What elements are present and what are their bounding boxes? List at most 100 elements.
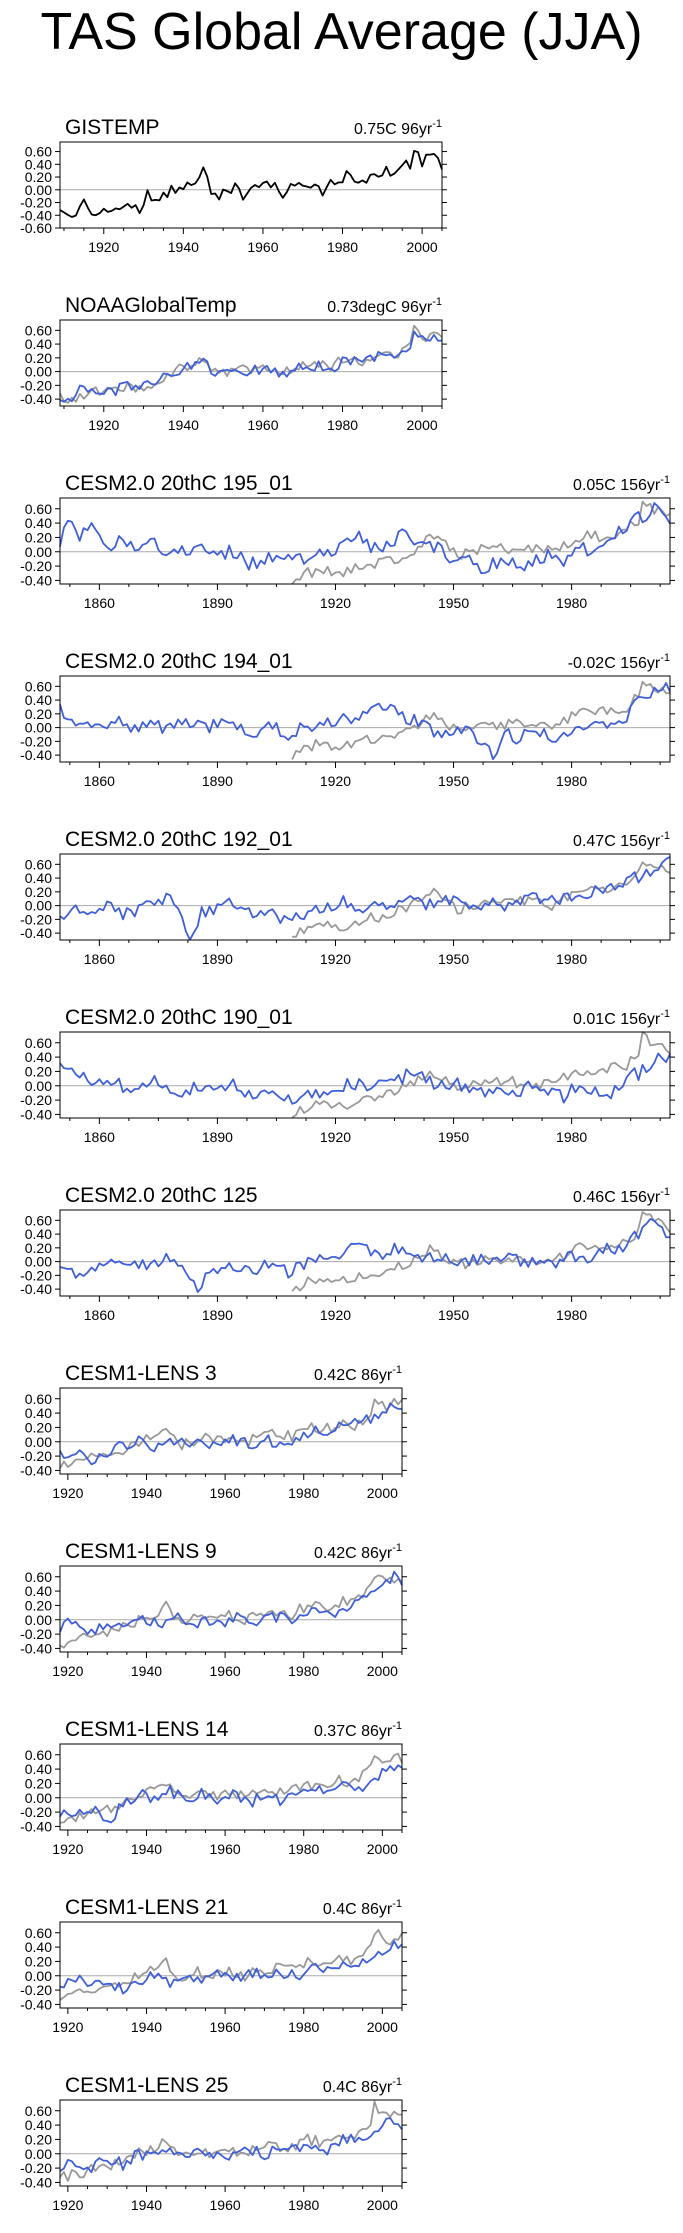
x-tick-label: 1920 (52, 2197, 83, 2213)
y-tick-label: 0.20 (25, 884, 52, 900)
chart-svg: NOAAGlobalTemp 0.73degC 96yr-1 0.600.400.2… (20, 294, 447, 433)
plot-frame (59, 1387, 403, 1475)
chart-panel: CESM1-LENS 25 0.4C 86yr-1 0.60 0.40 0.20 0.00… (0, 2056, 683, 2233)
x-tick-label: 1920 (52, 1841, 83, 1857)
x-tick-label: 1920 (88, 417, 119, 433)
y-tick-label: 0.40 (25, 515, 52, 531)
x-tick-label: 1890 (202, 951, 233, 967)
y-tick-label: 0.40 (25, 1939, 52, 1955)
y-tick-label: 0.40 (25, 156, 52, 172)
y-tick-label: 0.20 (25, 2131, 52, 2147)
x-tick-label: 1940 (131, 2019, 162, 2035)
x-tick-label: 1980 (288, 2019, 319, 2035)
y-tick-label: 0.60 (25, 144, 52, 160)
chart-panel: CESM2.0 20thC 195_01 0.05C 156yr-1 0.60 0.4… (0, 454, 683, 631)
x-tick-label: 1980 (556, 595, 587, 611)
series-line-gistemp (291, 1031, 671, 1119)
chart-title: CESM1-LENS 14 (65, 1718, 229, 1741)
x-tick-label: 1940 (168, 417, 199, 433)
y-tick-label: 0.00 (25, 1790, 52, 1806)
y-tick-label: 0.40 (25, 1226, 52, 1242)
y-tick-label: -0.20 (20, 1982, 52, 1998)
x-tick-label: 1950 (438, 595, 469, 611)
y-tick-label: 0.00 (25, 364, 52, 380)
y-tick-label: 0.00 (25, 1434, 52, 1450)
chart-title: NOAAGlobalTemp (65, 294, 237, 317)
series-line-gistemp (59, 1574, 403, 1649)
plot-frame (59, 675, 671, 763)
series-line-gistemp (59, 150, 443, 218)
y-tick-label: 0.60 (25, 2103, 52, 2119)
series-line-model (59, 1940, 403, 1995)
y-tick-label: 0.40 (25, 1405, 52, 1421)
chart-svg: CESM1-LENS 3 0.42C 86yr-1 0.600.400.200.00… (20, 1362, 407, 1501)
plot-frame (59, 1921, 403, 2009)
chart-title: CESM1-LENS 9 (65, 1540, 217, 1563)
x-tick-label: 1960 (210, 2197, 241, 2213)
series-line-gistemp (59, 1397, 403, 1469)
y-tick-label: -0.40 (20, 1996, 52, 2012)
y-tick-label: 0.00 (25, 1968, 52, 1984)
chart-title: CESM2.0 20thC 125 (65, 1184, 258, 1207)
y-tick-label: -0.20 (20, 1804, 52, 1820)
y-tick-label: -0.40 (20, 2174, 52, 2190)
y-tick-label: 0.00 (25, 544, 52, 560)
chart-panel: CESM1-LENS 9 0.42C 86yr-1 0.60 0.40 0.20 0.00… (0, 1522, 683, 1699)
y-tick-label: 0.20 (25, 706, 52, 722)
series-line-model (59, 1570, 403, 1635)
x-tick-label: 1890 (202, 1129, 233, 1145)
y-tick-label: 0.60 (25, 678, 52, 694)
series-line-gistemp (59, 2100, 403, 2182)
y-tick-label: -0.20 (20, 733, 52, 749)
y-tick-label: 0.20 (25, 1063, 52, 1079)
x-tick-label: 1980 (556, 1129, 587, 1145)
y-tick-label: -0.40 (20, 572, 52, 588)
chart-panel: CESM1-LENS 3 0.42C 86yr-1 0.60 0.40 0.20 0.00… (0, 1344, 683, 1521)
x-tick-label: 1960 (247, 239, 278, 255)
chart-panel: CESM2.0 20thC 190_01 0.01C 156yr-1 0.60 0.4… (0, 988, 683, 1165)
y-tick-label: 0.00 (25, 898, 52, 914)
plot-frame (59, 141, 443, 229)
trend-label: 0.73degC 96yr-1 (327, 296, 442, 316)
x-tick-label: 1960 (210, 2019, 241, 2035)
x-tick-label: 2000 (367, 2197, 398, 2213)
y-tick-label: 0.40 (25, 692, 52, 708)
plot-frame (59, 1031, 671, 1119)
chart-title: GISTEMP (65, 116, 160, 139)
x-tick-label: 1950 (438, 773, 469, 789)
y-tick-label: 0.60 (25, 322, 52, 338)
x-tick-label: 1920 (320, 1129, 351, 1145)
chart-svg: CESM1-LENS 21 0.4C 86yr-1 0.600.400.200.00… (20, 1896, 407, 2035)
y-tick-label: 0.00 (25, 720, 52, 736)
trend-label: 0.46C 156yr-1 (573, 1186, 670, 1206)
y-tick-label: -0.40 (20, 1281, 52, 1297)
x-tick-label: 1860 (84, 773, 115, 789)
trend-label: 0.42C 86yr-1 (314, 1364, 402, 1384)
x-tick-label: 1940 (168, 239, 199, 255)
series-line-model (59, 856, 671, 941)
y-tick-label: -0.20 (20, 1092, 52, 1108)
page-title: TAS Global Average (JJA) (40, 3, 643, 61)
x-tick-label: 1980 (556, 1307, 587, 1323)
chart-panel: CESM2.0 20thC 194_01 -0.02C 156yr-1 0.60 0.… (0, 632, 683, 809)
x-tick-label: 1950 (438, 951, 469, 967)
y-tick-label: 0.00 (25, 1254, 52, 1270)
x-tick-label: 1860 (84, 595, 115, 611)
trend-label: 0.05C 156yr-1 (573, 474, 670, 494)
x-tick-label: 1980 (327, 417, 358, 433)
y-tick-label: 0.00 (25, 1612, 52, 1628)
y-tick-label: -0.40 (20, 1818, 52, 1834)
series-line-noaaglobaltemp (59, 330, 443, 403)
x-tick-label: 1980 (288, 1485, 319, 1501)
chart-title: CESM1-LENS 3 (65, 1362, 217, 1385)
y-tick-label: -0.20 (20, 1626, 52, 1642)
x-tick-label: 1920 (320, 773, 351, 789)
series-line-gistemp (291, 1211, 671, 1292)
y-tick-label: -0.20 (20, 2160, 52, 2176)
y-tick-label: 0.00 (25, 182, 52, 198)
y-tick-label: -0.40 (20, 747, 52, 763)
y-tick-label: 0.20 (25, 1240, 52, 1256)
series-line-model (59, 1052, 671, 1105)
chart-panel: GISTEMP 0.75C 96yr-1 0.60 0.40 0.20 0.00 -0.20… (0, 98, 683, 275)
y-tick-label: -0.20 (20, 377, 52, 393)
